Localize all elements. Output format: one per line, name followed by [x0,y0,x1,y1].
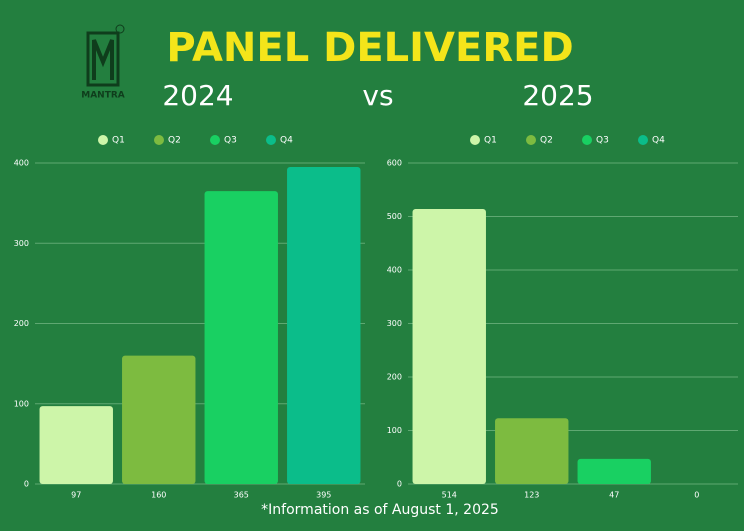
legend-swatch [526,135,536,145]
logo-text: MANTRA [81,91,125,101]
logo: MANTRA [81,24,125,101]
value-label: 395 [316,491,331,500]
bar [287,167,361,484]
legend-swatch [266,135,276,145]
y-tick-label: 100 [387,426,402,435]
logo-frame [86,31,120,87]
logo-mark [92,39,114,80]
vs-label: vs [362,79,393,112]
value-label: 123 [524,491,539,500]
chart-title: 2024 [162,79,233,112]
value-label: 365 [234,491,249,500]
legend-swatch [470,135,480,145]
bar [122,355,196,484]
legend-swatch [582,135,592,145]
footnote: *Information as of August 1, 2025 [261,502,499,518]
bar [39,406,113,484]
legend-label: Q1 [484,136,497,146]
legend-label: Q3 [224,136,237,146]
y-tick-label: 300 [14,239,29,248]
legend-label: Q4 [280,136,293,146]
y-tick-label: 100 [14,399,29,408]
value-label: 514 [442,491,457,500]
logo-reg [115,24,125,34]
legend-label: Q3 [596,136,609,146]
y-tick-label: 400 [14,159,29,168]
y-tick-label: 500 [387,212,402,221]
y-tick-label: 200 [387,373,402,382]
y-tick-label: 400 [387,266,402,275]
y-tick-label: 0 [24,480,29,489]
value-label: 0 [694,491,699,500]
y-tick-label: 300 [387,319,402,328]
legend-label: Q1 [112,136,125,146]
chart-title: 2025 [522,79,593,112]
legend-label: Q2 [540,136,553,146]
y-tick-label: 0 [397,480,402,489]
bar [412,209,486,484]
value-label: 97 [71,491,81,500]
legend-swatch [98,135,108,145]
main-title: PANEL DELIVERED [166,25,573,71]
bar [577,458,651,484]
bar [495,418,569,484]
legend-label: Q2 [168,136,181,146]
legend-swatch [210,135,220,145]
legend-swatch [154,135,164,145]
y-tick-label: 600 [387,159,402,168]
value-label: 47 [609,491,619,500]
y-tick-label: 200 [14,319,29,328]
bar [204,191,278,484]
legend-label: Q4 [652,136,665,146]
legend-swatch [638,135,648,145]
value-label: 160 [151,491,166,500]
